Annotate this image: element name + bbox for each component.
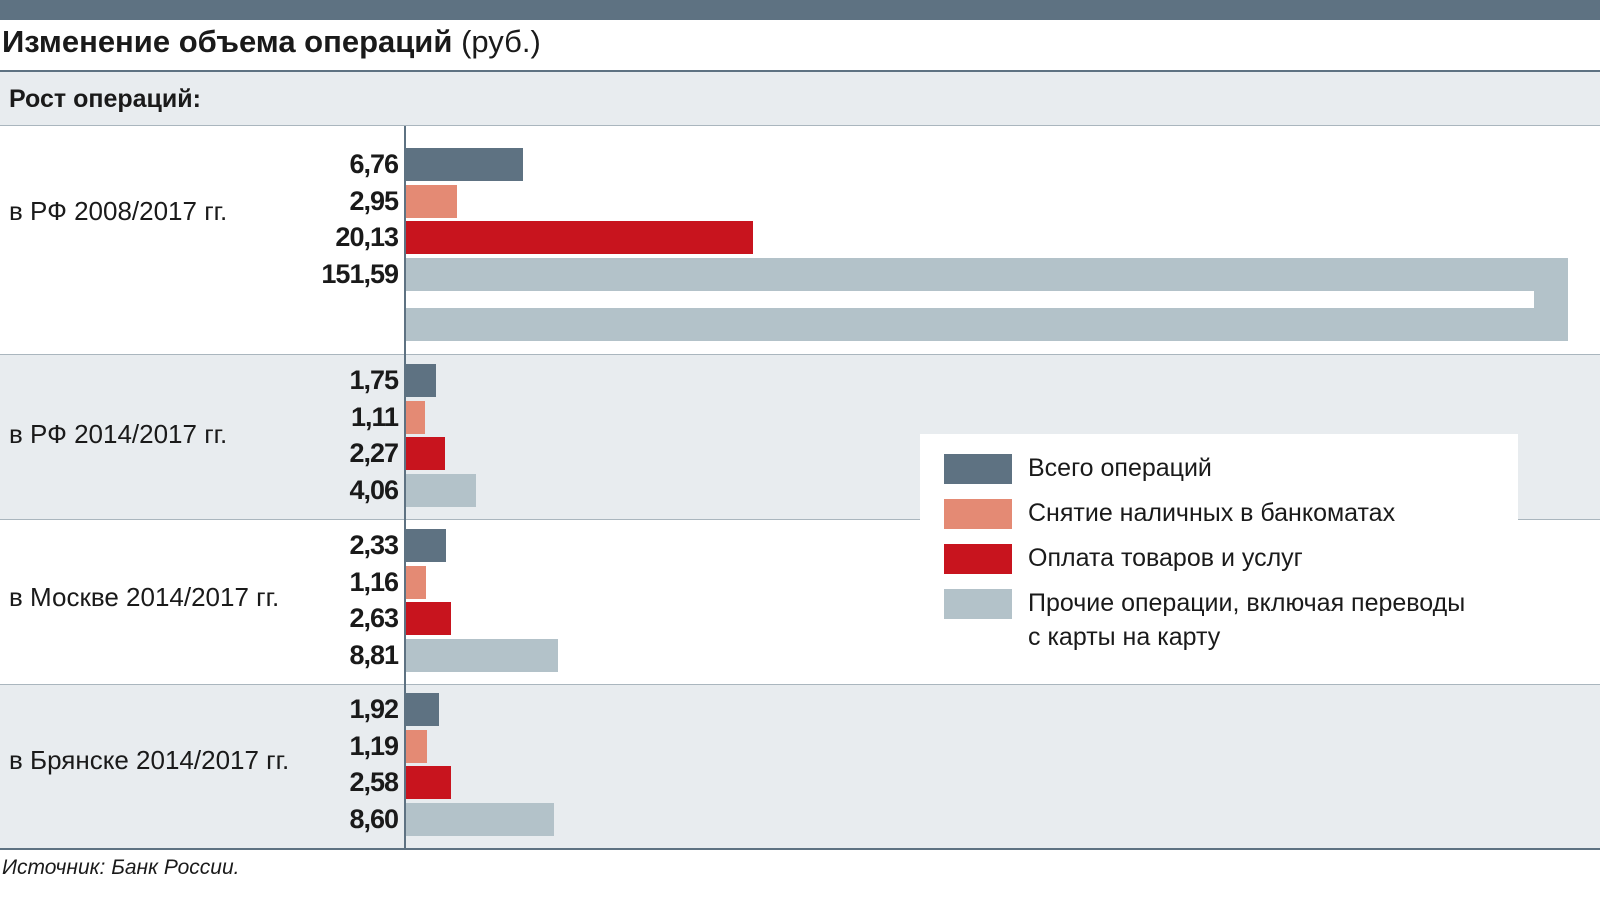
legend-label-other-line2: с карты на карту	[1028, 623, 1221, 651]
legend-swatch-atm	[944, 499, 1012, 529]
data-label-other: 151,59	[321, 258, 399, 289]
bar-other	[406, 802, 554, 836]
data-label-payments: 2,27	[349, 438, 399, 468]
value-axis-line	[404, 126, 406, 849]
bar-payments	[406, 221, 753, 254]
category-separator	[0, 354, 1600, 355]
category-band	[0, 684, 1600, 848]
chart-title: Изменение объема операций (руб.)	[2, 24, 541, 60]
data-label-atm: 1,16	[349, 566, 399, 597]
chart-title-main: Изменение объема операций	[2, 24, 453, 59]
data-label-total: 2,33	[349, 530, 399, 560]
legend-swatch-payments	[944, 544, 1012, 574]
category-label: в Брянске 2014/2017 гг.	[9, 745, 290, 775]
data-label-atm: 1,11	[350, 401, 399, 432]
data-label-total: 1,92	[349, 694, 399, 724]
data-label-atm: 2,95	[349, 185, 399, 216]
top-bar	[0, 0, 1600, 20]
chart-legend: Всего операций Снятие наличных в банкома…	[920, 434, 1518, 666]
bar-other	[406, 473, 476, 507]
category-separator	[0, 684, 1600, 685]
bar-other-broken	[406, 257, 1568, 341]
category-separator	[0, 519, 1600, 520]
legend-label-total: Всего операций	[1028, 454, 1212, 482]
data-label-payments: 2,63	[349, 603, 399, 633]
bar-other	[406, 638, 558, 672]
data-label-total: 6,76	[349, 149, 399, 179]
legend-label-other: Прочие операции, включая переводы	[1028, 589, 1466, 617]
bar-atm	[406, 565, 426, 599]
bar-total	[406, 693, 439, 726]
legend-label-payments: Оплата товаров и услуг	[1028, 544, 1303, 572]
category-label: в РФ 2014/2017 гг.	[9, 419, 228, 449]
title-rule	[0, 70, 1600, 72]
bar-other	[406, 257, 1568, 341]
bar-payments	[406, 437, 445, 470]
bar-payments	[406, 602, 451, 635]
data-label-payments: 20,13	[335, 222, 399, 252]
legend-label-atm: Снятие наличных в банкоматах	[1028, 499, 1396, 527]
subtitle-band	[0, 72, 1600, 126]
data-label-atm: 1,19	[349, 730, 399, 761]
bar-total	[406, 364, 436, 397]
chart-title-unit: (руб.)	[461, 24, 541, 59]
bar-atm	[406, 400, 425, 434]
data-label-total: 1,75	[349, 365, 399, 395]
legend-swatch-other	[944, 589, 1012, 619]
bar-total	[406, 529, 446, 562]
legend-swatch-total	[944, 454, 1012, 484]
bar-total	[406, 148, 523, 181]
source-note: Источник: Банк России.	[2, 856, 240, 879]
bar-atm	[406, 184, 457, 218]
data-label-other: 8,60	[349, 803, 399, 834]
category-label: в Москве 2014/2017 гг.	[9, 582, 280, 612]
data-label-payments: 2,58	[349, 767, 399, 797]
bar-payments	[406, 766, 451, 799]
data-label-other: 8,81	[349, 639, 399, 670]
category-label: в РФ 2008/2017 гг.	[9, 196, 228, 226]
bar-atm	[406, 729, 427, 763]
chart-subtitle: Рост операций:	[9, 85, 201, 113]
data-label-other: 4,06	[349, 474, 399, 505]
bottom-rule	[0, 848, 1600, 850]
